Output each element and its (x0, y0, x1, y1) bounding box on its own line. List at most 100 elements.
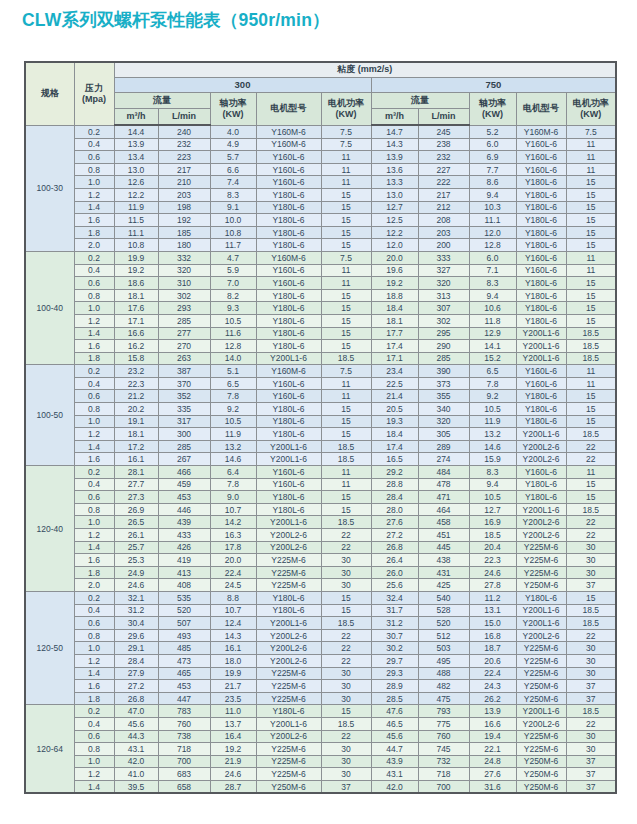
cell: 15.2 (469, 352, 516, 365)
cell: 30 (321, 579, 371, 592)
cell: 13.7 (210, 717, 256, 730)
cell: 31.7 (371, 604, 418, 617)
cell: 24.5 (210, 579, 256, 592)
cell: 1.6 (74, 214, 114, 227)
cell: 15 (321, 591, 371, 604)
cell: Y200L2-6 (256, 654, 321, 667)
cell: 22.4 (469, 667, 516, 680)
cell: Y180L-6 (516, 403, 566, 416)
cell: 9.4 (469, 188, 516, 201)
cell: 0.6 (74, 617, 114, 630)
cell: 320 (418, 277, 469, 290)
cell: 535 (158, 591, 210, 604)
cell: 37 (566, 768, 616, 781)
cell: 46.5 (371, 717, 418, 730)
cell: 11.9 (469, 415, 516, 428)
cell: 11 (566, 251, 616, 264)
cell: 0.4 (74, 604, 114, 617)
cell: 718 (418, 768, 469, 781)
table-row: 0.843.171819.2Y225M-63044.774522.1Y225M-… (25, 743, 616, 756)
cell: 22.3 (114, 377, 158, 390)
cell: 11.1 (469, 214, 516, 227)
cell: 22 (321, 629, 371, 642)
cell: Y160L-6 (256, 390, 321, 403)
table-row: 1.228.447318.0Y200L2-62229.749520.6Y225M… (25, 654, 616, 667)
cell: 320 (418, 415, 469, 428)
table-row: 1.012.62107.4Y160L-61113.32228.6Y180L-61… (25, 176, 616, 189)
cell: 14.6 (469, 440, 516, 453)
cell: Y160L-6 (256, 277, 321, 290)
cell: Y250M-6 (516, 768, 566, 781)
cell: Y160L-6 (516, 264, 566, 277)
cell: Y160M-6 (256, 125, 321, 138)
cell: 0.8 (74, 163, 114, 176)
cell: 18.5 (566, 705, 616, 718)
cell: 27.2 (114, 680, 158, 693)
cell: 16.1 (114, 453, 158, 466)
cell: 0.8 (74, 403, 114, 416)
cell: 14.7 (371, 125, 418, 138)
cell: 212 (418, 201, 469, 214)
table-row: 2.010.818011.7Y180L-61512.020012.8Y180L-… (25, 239, 616, 252)
cell: 0.6 (74, 491, 114, 504)
table-row: 2.024.640824.5Y225M-63025.642527.8Y250M-… (25, 579, 616, 592)
cell: 0.6 (74, 390, 114, 403)
cell: 14.2 (210, 516, 256, 529)
cell: 1.0 (74, 415, 114, 428)
cell: 22 (566, 717, 616, 730)
cell: 28.4 (371, 491, 418, 504)
cell: 28.0 (371, 503, 418, 516)
cell: 7.8 (210, 478, 256, 491)
cell: 6.5 (210, 377, 256, 390)
cell: 15 (566, 176, 616, 189)
cell: Y180L-6 (256, 201, 321, 214)
cell: 13.0 (371, 188, 418, 201)
cell: Y180L-6 (516, 314, 566, 327)
cell: 4.0 (210, 125, 256, 138)
cell: 270 (158, 340, 210, 353)
cell: 8.8 (210, 591, 256, 604)
cell: Y160L-6 (256, 151, 321, 164)
header-motor-model-750: 电机型号 (516, 93, 566, 126)
cell: 700 (418, 780, 469, 793)
cell: 493 (158, 629, 210, 642)
cell: 11 (321, 390, 371, 403)
cell: 19.9 (114, 251, 158, 264)
cell: Y160L-6 (256, 377, 321, 390)
cell: 42.0 (371, 780, 418, 793)
cell: 413 (158, 566, 210, 579)
cell: 26.9 (114, 503, 158, 516)
cell: 285 (418, 352, 469, 365)
cell: 30 (566, 541, 616, 554)
cell: 19.9 (210, 667, 256, 680)
cell: Y180L-6 (256, 327, 321, 340)
cell: 307 (418, 302, 469, 315)
cell: 390 (418, 365, 469, 378)
cell: 17.6 (114, 302, 158, 315)
table-row: 0.820.23359.2Y180L-61520.534010.5Y180L-6… (25, 403, 616, 416)
cell: 8.6 (469, 176, 516, 189)
cell: Y180L-6 (516, 188, 566, 201)
cell: Y200L1-6 (256, 440, 321, 453)
cell: 1.0 (74, 755, 114, 768)
cell: Y160L-6 (516, 251, 566, 264)
cell: 45.6 (371, 730, 418, 743)
cell: 9.4 (469, 478, 516, 491)
cell: 15 (566, 390, 616, 403)
cell: 1.4 (74, 780, 114, 793)
cell: 512 (418, 629, 469, 642)
cell: 300 (158, 428, 210, 441)
cell: 30 (321, 667, 371, 680)
cell: 15.9 (469, 453, 516, 466)
cell: 11.2 (469, 591, 516, 604)
cell: 28.4 (114, 654, 158, 667)
cell: 14.1 (469, 340, 516, 353)
cell: 30.4 (114, 617, 158, 630)
header-lmin-750: L/min (418, 109, 469, 126)
cell: 198 (158, 201, 210, 214)
cell: 783 (158, 705, 210, 718)
cell: 295 (418, 327, 469, 340)
cell: 30.2 (371, 642, 418, 655)
cell: 37 (566, 692, 616, 705)
spec-cell: 120-40 (25, 466, 74, 592)
